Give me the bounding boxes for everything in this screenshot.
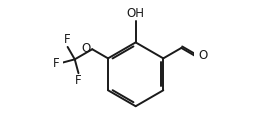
Text: F: F [64, 33, 71, 46]
Text: O: O [198, 49, 207, 62]
Text: O: O [81, 42, 91, 55]
Text: F: F [75, 74, 82, 88]
Text: F: F [53, 57, 60, 70]
Text: OH: OH [127, 7, 145, 20]
